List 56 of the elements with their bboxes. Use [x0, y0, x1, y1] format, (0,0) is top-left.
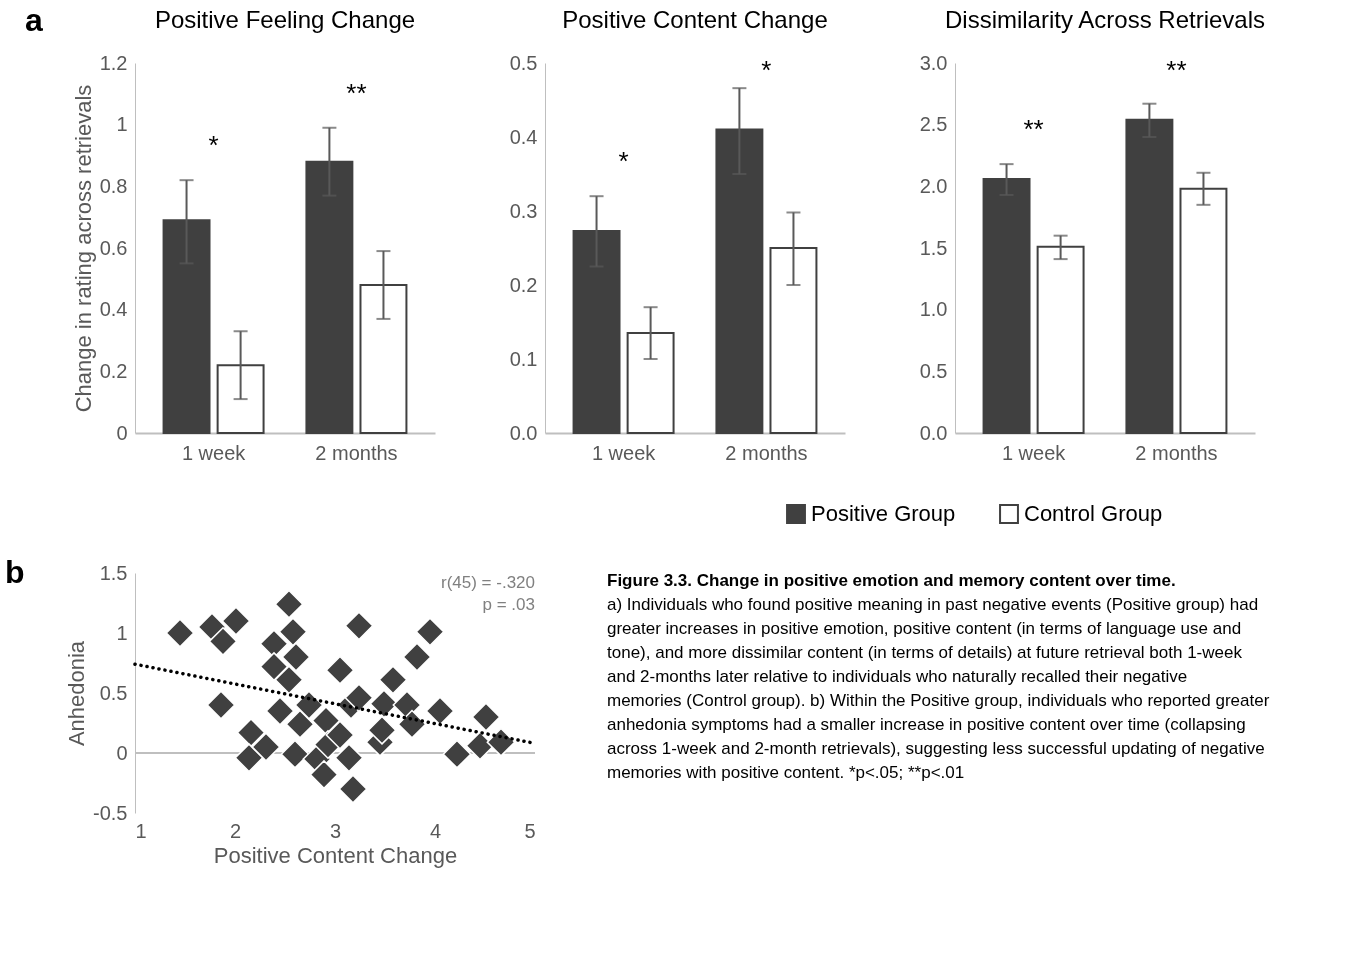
y-tick-label: 0.8	[99, 174, 128, 197]
y-axis-title: Change in rating across retrievals	[70, 84, 96, 413]
x-tick-label: 2 months	[315, 441, 398, 464]
legend-label: Control Group	[1024, 501, 1163, 527]
annotation: *	[761, 55, 772, 85]
y-tick-label: 0.0	[509, 421, 538, 444]
x-tick-label: 4	[429, 819, 442, 842]
legend-label: Positive Group	[811, 501, 956, 527]
y-tick-label: 0.6	[99, 236, 128, 259]
annotation: p = .03	[482, 595, 535, 614]
y-tick-label: 0.3	[509, 199, 538, 222]
y-tick-label: 0.4	[99, 298, 128, 321]
chart-title: Positive Content Change	[562, 6, 828, 33]
y-tick-label: 1	[116, 621, 128, 644]
y-tick-label: 0.4	[509, 125, 538, 148]
y-tick-label: 1.5	[919, 236, 948, 259]
x-tick-label: 3	[329, 819, 342, 842]
y-tick-label: 2.5	[919, 113, 948, 136]
annotation: *	[618, 146, 629, 177]
x-tick-label: 1 week	[1001, 441, 1067, 464]
annotation: **	[1166, 55, 1187, 85]
text: b	[5, 554, 25, 590]
annotation: **	[1023, 114, 1044, 145]
y-tick-label: 0	[116, 421, 128, 444]
y-tick-label: 0.0	[919, 421, 948, 444]
annotation: *	[208, 130, 219, 161]
x-tick-label: 2	[229, 819, 242, 842]
y-tick-label: 0	[116, 741, 128, 764]
y-axis-title: Anhedonia	[64, 640, 90, 747]
y-tick-label: 1.5	[99, 561, 128, 584]
y-tick-label: 1.0	[919, 298, 948, 321]
x-tick-label: 1 week	[181, 441, 247, 464]
y-tick-label: 0.5	[99, 681, 128, 704]
y-tick-label: 0.2	[99, 359, 128, 382]
x-tick-label: 5	[524, 819, 536, 842]
chart-title: Dissimilarity Across Retrievals	[944, 6, 1266, 33]
x-axis-title: Positive Content Change	[213, 842, 458, 868]
y-tick-label: 0.5	[919, 359, 948, 382]
caption: Figure 3.3. Change in positive emotion and memory content over time.	[607, 571, 1176, 590]
y-tick-label: 0.5	[509, 51, 538, 74]
x-tick-label: 1 week	[591, 441, 657, 464]
text: a) Individuals who found positive meaning in past negative events (Positive group) had greater increases in positive emotion, positive content (in terms of language use and tone), and more dissimilar content (in terms of details) at future retrieval both 1-week and 2-months later relative to individuals who naturally recalled their negative memories (Control group). b) Within the Positive group, individuals who reported greater anhedonia symptoms had a smaller increase in positive content over time (collapsing across 1-week and 2-month retrievals), suggesting less successful updating of negative memories with positive content. *p<.05; **p<.01	[607, 595, 1270, 782]
chart-title: Positive Feeling Change	[154, 6, 416, 33]
x-tick-label: 2 months	[1135, 441, 1218, 464]
y-tick-label: 0.2	[509, 273, 538, 296]
y-tick-label: 2.0	[919, 174, 948, 197]
x-tick-label: 2 months	[725, 441, 808, 464]
y-tick-label: 3.0	[919, 51, 948, 74]
y-tick-label: 1.2	[99, 51, 128, 74]
annotation: **	[346, 77, 367, 108]
x-tick-label: 1	[135, 819, 147, 842]
y-tick-label: -0.5	[93, 801, 128, 824]
annotation: r(45) = -.320	[440, 573, 535, 592]
y-tick-label: 0.1	[509, 347, 538, 370]
text: a	[25, 2, 43, 38]
y-tick-label: 1	[116, 113, 128, 136]
